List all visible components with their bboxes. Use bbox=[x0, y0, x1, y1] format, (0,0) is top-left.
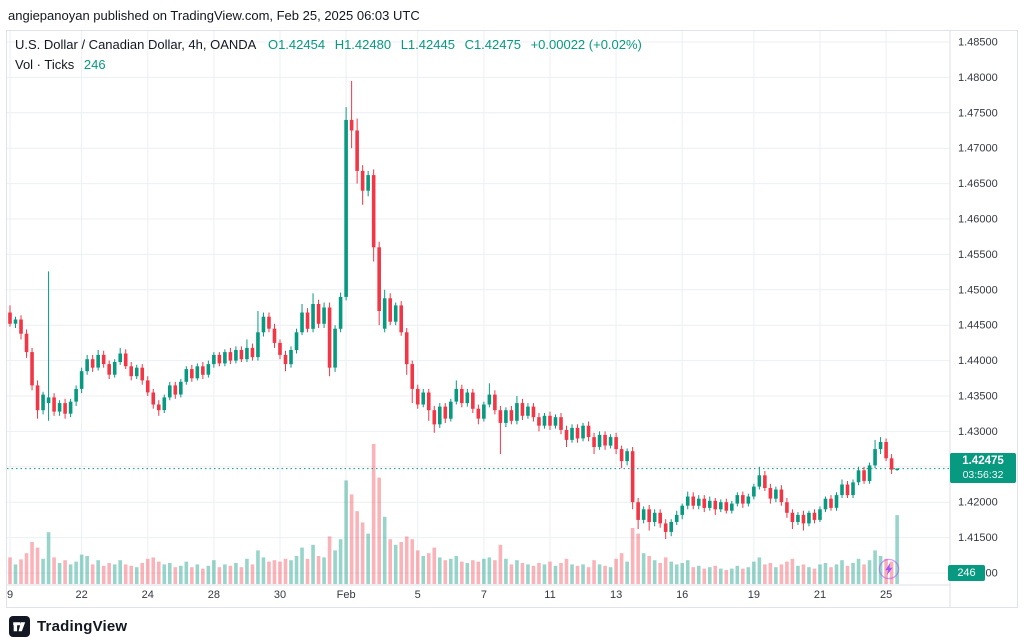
tradingview-logo-icon[interactable] bbox=[9, 616, 30, 637]
svg-text:25: 25 bbox=[880, 589, 892, 601]
svg-text:1.43500: 1.43500 bbox=[958, 391, 998, 403]
svg-text:1.45500: 1.45500 bbox=[958, 249, 998, 261]
svg-text:1.44000: 1.44000 bbox=[958, 355, 998, 367]
svg-text:1.47000: 1.47000 bbox=[958, 143, 998, 155]
svg-text:9: 9 bbox=[7, 589, 13, 601]
svg-text:1.43000: 1.43000 bbox=[958, 426, 998, 438]
svg-text:11: 11 bbox=[544, 589, 555, 601]
brand-wordmark[interactable]: TradingView bbox=[37, 618, 128, 635]
legend-row-volume: Vol · Ticks 246 bbox=[15, 57, 648, 73]
symbol-title: U.S. Dollar / Canadian Dollar, 4h, OANDA bbox=[15, 37, 257, 52]
bar-countdown: 03:56:32 bbox=[962, 469, 1004, 481]
svg-text:19: 19 bbox=[748, 589, 760, 601]
symbol-legend: U.S. Dollar / Canadian Dollar, 4h, OANDA… bbox=[15, 37, 648, 73]
svg-text:1.41500: 1.41500 bbox=[958, 532, 998, 544]
ohlc-close: C1.42475 bbox=[464, 37, 521, 52]
price-change: +0.00022 (+0.02%) bbox=[530, 37, 642, 52]
svg-text:16: 16 bbox=[676, 589, 688, 601]
volume-label: Vol · Ticks bbox=[15, 57, 75, 72]
svg-text:1.42000: 1.42000 bbox=[958, 497, 998, 509]
svg-text:5: 5 bbox=[415, 589, 421, 601]
lightning-bolt-icon[interactable] bbox=[878, 558, 900, 580]
chart-area: 1.48500 1.48000 1.47500 1.47000 1.46500 1.460… bbox=[6, 30, 1018, 608]
ohlc-high: H1.42480 bbox=[334, 37, 392, 52]
svg-text:28: 28 bbox=[208, 589, 220, 601]
svg-text:1.45000: 1.45000 bbox=[958, 284, 998, 296]
svg-text:1.47500: 1.47500 bbox=[958, 107, 998, 119]
svg-text:30: 30 bbox=[274, 589, 286, 601]
current-price-badge: 1.42475 03:56:32 bbox=[950, 453, 1016, 483]
svg-text:Feb: Feb bbox=[337, 589, 356, 601]
svg-text:1.46500: 1.46500 bbox=[958, 178, 998, 190]
volume-value: 246 bbox=[83, 57, 106, 72]
attribution-bar: angiepanoyan published on TradingView.co… bbox=[0, 0, 1024, 30]
svg-text:1.48500: 1.48500 bbox=[958, 37, 998, 49]
svg-text:13: 13 bbox=[610, 589, 622, 601]
svg-text:1.48000: 1.48000 bbox=[958, 72, 998, 84]
svg-text:21: 21 bbox=[814, 589, 826, 601]
footer-bar: TradingView bbox=[0, 612, 1024, 641]
ohlc-low: L1.42445 bbox=[400, 37, 455, 52]
svg-text:22: 22 bbox=[75, 589, 87, 601]
current-price: 1.42475 bbox=[962, 455, 1004, 467]
svg-text:1.44500: 1.44500 bbox=[958, 320, 998, 332]
svg-text:7: 7 bbox=[481, 589, 487, 601]
svg-text:1.46000: 1.46000 bbox=[958, 214, 998, 226]
candlestick-chart[interactable]: 1.48500 1.48000 1.47500 1.47000 1.46500 1.460… bbox=[7, 31, 1017, 607]
legend-row-symbol: U.S. Dollar / Canadian Dollar, 4h, OANDA… bbox=[15, 37, 648, 53]
current-volume-badge: 246 bbox=[948, 565, 985, 581]
attribution-text: angiepanoyan published on TradingView.co… bbox=[8, 7, 420, 23]
ohlc-open: O1.42454 bbox=[267, 37, 326, 52]
svg-text:24: 24 bbox=[142, 589, 154, 601]
